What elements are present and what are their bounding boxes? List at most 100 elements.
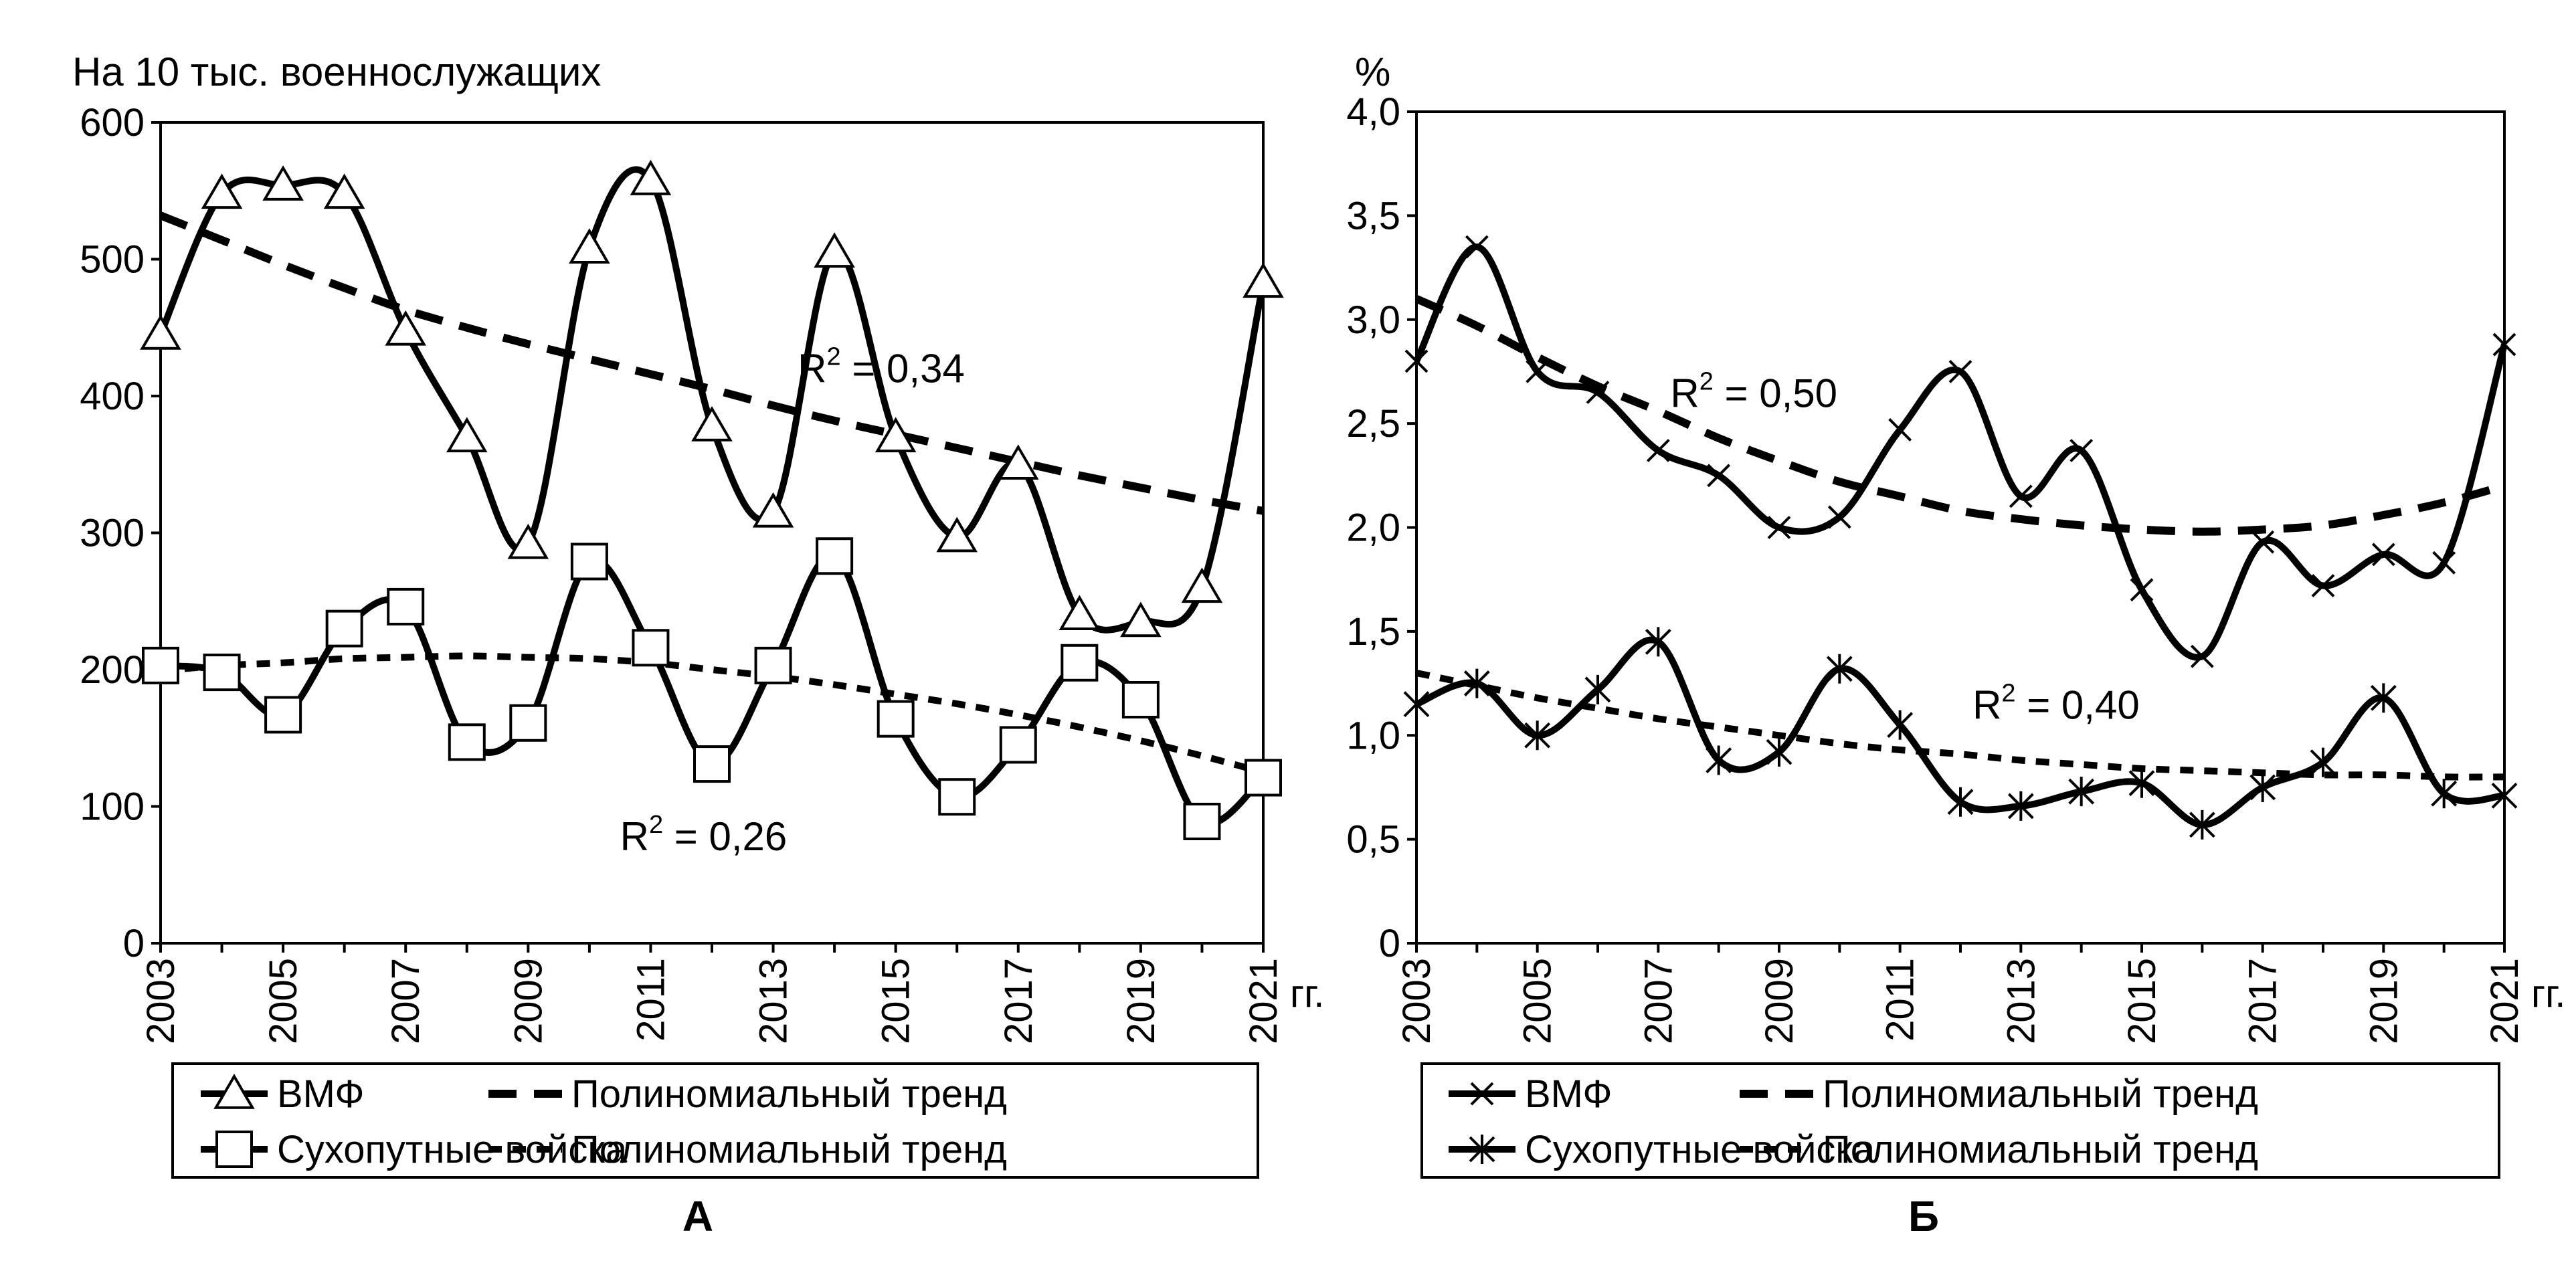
data-point-1-7 xyxy=(1826,654,1853,684)
data-point-1-9 xyxy=(693,745,731,783)
y-tick-label: 1,5 xyxy=(1346,610,1400,654)
x-tick-label: 2009 xyxy=(1758,958,1801,1044)
x-tick-label: 2005 xyxy=(262,958,305,1044)
data-point-1-0 xyxy=(142,646,179,684)
y-tick-label: 3,5 xyxy=(1346,194,1400,237)
x-tick-label: 2019 xyxy=(2362,958,2405,1044)
data-point-0-8 xyxy=(1888,418,1912,442)
data-point-1-17 xyxy=(1183,802,1221,840)
x-tick-label: 2021 xyxy=(1242,958,1285,1044)
data-point-0-3 xyxy=(323,173,365,209)
data-point-0-9 xyxy=(1948,360,1972,383)
x-tick-label: 2015 xyxy=(875,958,918,1044)
y-tick-label: 400 xyxy=(80,375,145,418)
data-point-0-5 xyxy=(446,417,488,453)
data-point-1-18 xyxy=(1245,759,1282,797)
plot-area xyxy=(159,121,1265,945)
x-tick-label: 2003 xyxy=(139,958,183,1044)
data-point-1-9 xyxy=(1947,787,1974,817)
data-point-1-3 xyxy=(325,609,363,648)
x-tick-label: 2003 xyxy=(1395,958,1439,1044)
x-tick-label: 2007 xyxy=(384,958,428,1044)
data-point-0-7 xyxy=(1827,505,1851,529)
legend-box xyxy=(1420,1062,2500,1179)
data-point-1-5 xyxy=(448,723,486,761)
legend-label: Полиномиальный тренд xyxy=(1823,1128,2258,1171)
data-point-1-16 xyxy=(2370,683,2397,713)
data-point-1-13 xyxy=(2189,809,2215,840)
y-tick-label: 2,0 xyxy=(1346,506,1400,550)
y-tick-label: 0 xyxy=(123,922,145,965)
data-point-0-12 xyxy=(875,417,917,453)
data-point-0-1 xyxy=(1465,235,1489,259)
plot-area xyxy=(1415,110,2506,945)
y-tick-label: 1,0 xyxy=(1346,714,1400,757)
legend-marker xyxy=(1470,1082,1494,1106)
data-point-0-10 xyxy=(752,492,794,528)
y-tick-label: 300 xyxy=(80,512,145,555)
y-axis-title: На 10 тыс. военнослужащих xyxy=(72,50,601,94)
data-point-1-15 xyxy=(2310,747,2336,777)
legend-marker xyxy=(215,1131,253,1168)
data-point-1-17 xyxy=(2431,779,2458,809)
legend-label: Полиномиальный тренд xyxy=(571,1072,1007,1116)
data-point-0-1 xyxy=(201,173,243,209)
data-point-1-8 xyxy=(632,629,670,667)
legend-marker xyxy=(213,1074,255,1109)
legend-label: Полиномиальный тренд xyxy=(1823,1072,2258,1116)
data-point-0-15 xyxy=(2311,574,2335,597)
data-point-1-2 xyxy=(1524,720,1551,751)
data-point-0-13 xyxy=(2190,644,2214,668)
data-point-0-6 xyxy=(507,523,549,559)
r2-annotation-0: R2 = 0,34 xyxy=(798,343,965,391)
y-tick-label: 100 xyxy=(80,785,145,829)
data-point-1-18 xyxy=(2491,781,2518,811)
data-point-1-14 xyxy=(999,726,1037,764)
data-point-0-12 xyxy=(2130,578,2154,602)
data-point-0-3 xyxy=(1586,381,1610,404)
data-point-1-11 xyxy=(816,537,854,575)
trend-line-1 xyxy=(160,652,1265,776)
data-point-1-4 xyxy=(387,587,425,625)
x-tick-label: 2011 xyxy=(629,958,672,1042)
data-point-0-0 xyxy=(140,314,181,350)
data-point-0-4 xyxy=(1646,439,1670,462)
y-axis-title: % xyxy=(1355,50,1390,94)
data-point-1-0 xyxy=(1403,689,1430,719)
data-point-1-1 xyxy=(203,654,241,692)
y-tick-label: 2,5 xyxy=(1346,402,1400,446)
y-tick-label: 500 xyxy=(80,238,145,282)
data-point-0-17 xyxy=(2432,551,2456,575)
x-tick-label: 2013 xyxy=(752,958,796,1044)
panel-label: А xyxy=(682,1192,713,1240)
series-line-0 xyxy=(1413,244,2508,661)
y-tick-label: 0 xyxy=(1379,922,1400,965)
data-point-0-15 xyxy=(1059,595,1101,630)
data-point-1-10 xyxy=(2007,791,2034,821)
x-tick-label: 2021 xyxy=(2483,958,2526,1044)
x-tick-label: 2017 xyxy=(997,958,1040,1044)
r2-annotation-1: R2 = 0,40 xyxy=(1972,679,2140,727)
x-tick-label: 2005 xyxy=(1516,958,1560,1044)
y-tick-label: 3,0 xyxy=(1346,298,1400,342)
data-point-0-9 xyxy=(691,406,733,442)
data-point-0-14 xyxy=(997,444,1039,480)
data-point-0-14 xyxy=(2251,530,2275,554)
y-tick-label: 4,0 xyxy=(1346,90,1400,134)
data-point-0-16 xyxy=(1120,601,1162,638)
r2-annotation-0: R2 = 0,50 xyxy=(1670,367,1837,415)
legend-label: Полиномиальный тренд xyxy=(571,1128,1007,1171)
data-point-0-11 xyxy=(814,232,855,268)
x-tick-label: 2007 xyxy=(1637,958,1680,1044)
data-point-0-7 xyxy=(569,228,610,264)
data-point-0-4 xyxy=(385,310,427,346)
data-point-0-5 xyxy=(1707,464,1731,488)
data-point-0-0 xyxy=(1404,349,1429,373)
x-axis-suffix: гг. xyxy=(1290,972,1324,1015)
legend-marker xyxy=(1469,1135,1495,1164)
x-tick-label: 2009 xyxy=(507,958,550,1044)
data-point-0-8 xyxy=(630,159,672,195)
x-tick-label: 2011 xyxy=(1879,958,1922,1042)
data-point-1-13 xyxy=(938,778,976,816)
